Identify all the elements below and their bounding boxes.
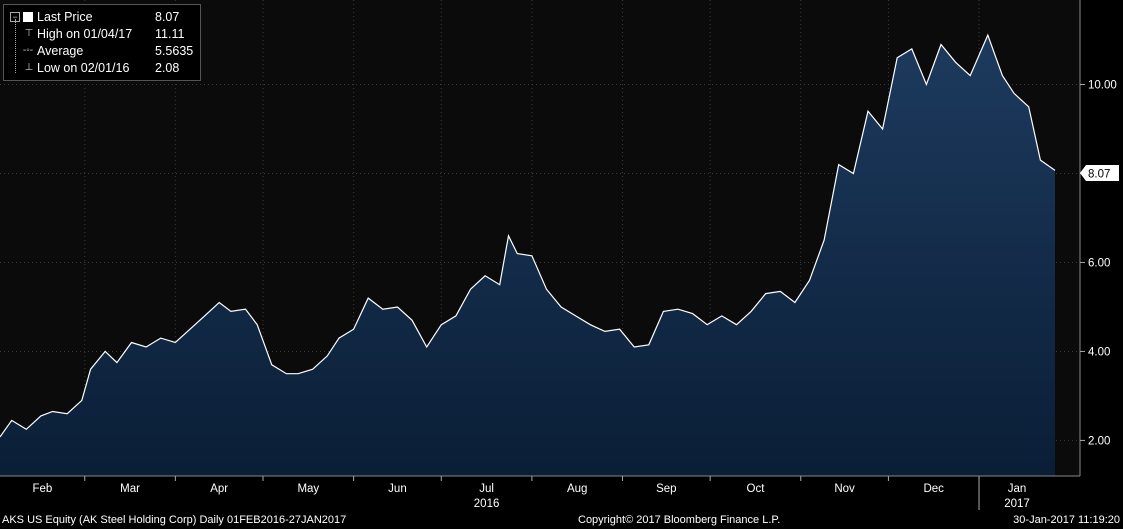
x-tick-label: Feb <box>32 483 52 495</box>
footer-copyright: Copyright© 2017 Bloomberg Finance L.P. <box>578 514 781 526</box>
last-value-tag <box>1080 165 1119 181</box>
price-line <box>0 33 1056 438</box>
x-tick-label: Apr <box>210 483 228 495</box>
last-value-label: 8.07 <box>1088 169 1110 181</box>
legend-average: -◦- Average 5.5635 <box>4 43 200 59</box>
y-tick-label: 6.00 <box>1088 257 1110 269</box>
legend-last-price: − Last Price 8.07 <box>4 9 200 25</box>
legend-value: 5.5635 <box>155 44 194 58</box>
last-value-marker: 8.07 <box>1080 165 1119 181</box>
y-tick-label: 4.00 <box>1088 346 1110 358</box>
x-axis: Feb Mar Apr May Jun Jul 2016 Aug Sep Oct Nov Dec Jan… <box>32 476 1030 510</box>
x-tick-label: Oct <box>747 483 766 495</box>
x-tick-label: Jan <box>1008 483 1027 495</box>
y-tick-label: 2.00 <box>1088 435 1110 447</box>
low-marker-icon: ⊥ <box>24 62 34 73</box>
x-tick-label: Mar <box>120 483 140 495</box>
x-tick-label: Nov <box>834 483 855 495</box>
x-tick-label: Jun <box>388 483 407 495</box>
legend-label: Low on 02/01/16 <box>37 61 130 75</box>
footer-timestamp: 30-Jan-2017 11:19:20 <box>1013 514 1120 526</box>
x-tick-label: Jul <box>479 483 494 495</box>
legend-low: ⊥ Low on 02/01/16 2.08 <box>4 60 200 76</box>
x-tick-label: Aug <box>567 483 587 495</box>
x-year-label: 2016 <box>474 498 500 510</box>
footer-security: AKS US Equity (AK Steel Holding Corp) Da… <box>2 514 347 526</box>
last-price-swatch <box>23 12 33 22</box>
x-tick-label: Sep <box>656 483 676 495</box>
legend-high: ⊤ High on 01/04/17 11.11 <box>4 26 200 42</box>
legend-label: Average <box>37 44 84 58</box>
legend-value: 2.08 <box>155 61 180 75</box>
x-year-label: 2017 <box>1004 498 1030 510</box>
high-marker-icon: ⊤ <box>24 28 34 39</box>
legend-value: 11.11 <box>155 27 185 41</box>
legend-value: 8.07 <box>155 10 180 24</box>
legend: − Last Price 8.07 ⊤ High on 01/04/17 11.… <box>3 4 201 81</box>
legend-label: Last Price <box>37 10 93 24</box>
legend-tree-line <box>15 19 17 73</box>
y-tick-label: 10.00 <box>1088 80 1117 92</box>
x-tick-label: Dec <box>923 483 944 495</box>
average-marker-icon: -◦- <box>22 45 34 56</box>
x-tick-label: May <box>297 483 319 495</box>
legend-label: High on 01/04/17 <box>37 27 133 41</box>
